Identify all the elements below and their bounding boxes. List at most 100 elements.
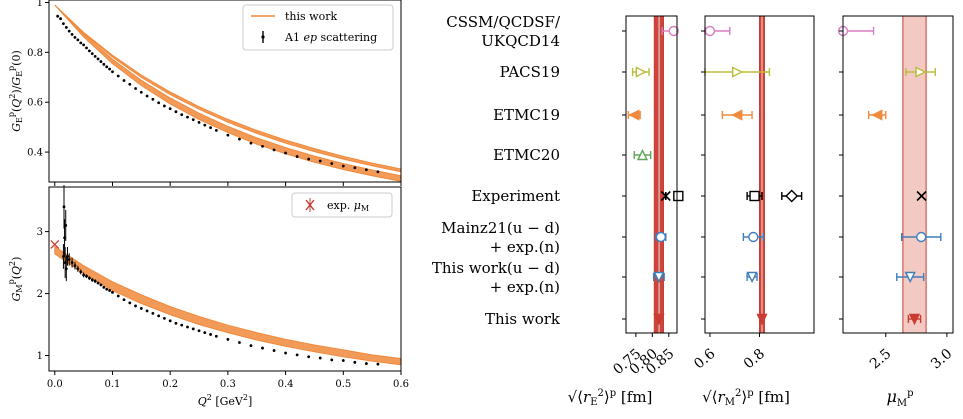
marker-tri-left	[871, 109, 883, 121]
bl-point	[307, 355, 311, 359]
tl-point	[226, 133, 230, 137]
bl-point	[249, 344, 253, 347]
tl-ticks: 0.4 0.6 0.8 1	[27, 0, 402, 186]
tl-point	[203, 123, 207, 127]
bl-point	[67, 258, 71, 261]
bl-point	[82, 273, 86, 277]
marker-circle-open	[704, 25, 716, 37]
tl-point	[59, 17, 62, 21]
marker-diamond-open	[785, 189, 799, 203]
bl-point	[163, 316, 166, 320]
bl-point	[99, 283, 103, 287]
bl-point	[128, 301, 132, 305]
bl-point	[174, 321, 178, 325]
marker-tri-right-open	[915, 66, 927, 78]
marker-x	[660, 190, 671, 202]
marker-tri-left	[731, 109, 743, 121]
bl-xtick-label: 0.3	[220, 379, 236, 390]
tl-point	[70, 33, 74, 36]
tl-point	[85, 46, 88, 50]
tl-point	[62, 22, 65, 26]
subpanel-magnetic-radius: 0.6 0.8	[691, 15, 815, 373]
tl-point	[108, 67, 111, 71]
bl-point	[62, 205, 66, 209]
marker-circle-open	[748, 231, 759, 243]
tl-ytick-label: 0.4	[27, 148, 43, 159]
tl-point	[174, 110, 178, 114]
band-inner-0	[658, 16, 660, 333]
category-label: ETMC19	[493, 106, 560, 124]
tl-point	[376, 170, 380, 174]
bl-point	[122, 298, 126, 302]
bl-point	[145, 309, 149, 313]
bl-point	[108, 289, 111, 292]
marker-square-open	[673, 190, 684, 202]
bl-point	[272, 349, 276, 352]
tl-point	[168, 107, 172, 111]
tl-point	[116, 74, 120, 78]
tl-point	[64, 26, 68, 29]
tl-point	[191, 118, 195, 122]
tl-point	[284, 151, 287, 155]
bl-point	[376, 362, 380, 366]
bl-point	[70, 261, 74, 264]
bl-point	[318, 356, 322, 360]
xtick-label: 0.8	[741, 346, 768, 373]
bl-exp-mu-marker	[50, 239, 60, 249]
tl-point	[102, 62, 106, 66]
tl-ytick-label: 1	[37, 0, 43, 9]
marker-circle-open	[668, 25, 679, 37]
bl-point	[102, 285, 106, 289]
marker-x	[916, 190, 927, 202]
tl-point	[99, 60, 103, 63]
marker-circle-open	[916, 231, 927, 243]
category-label: This work(u − d)	[432, 259, 560, 277]
tl-point	[79, 41, 83, 45]
marker-square-open	[749, 190, 760, 202]
bl-point	[186, 325, 189, 329]
tl-point	[318, 159, 322, 163]
tl-points	[56, 14, 380, 174]
bl-xlabel: Q2 [GeV2]	[198, 393, 253, 408]
tl-point	[197, 121, 201, 124]
bl-point	[85, 274, 88, 278]
tl-point	[67, 29, 71, 33]
panel-form-factor-electric: 0.4 0.6 0.8 1 GEp(Q2)/GEp(0) this work A1 e…	[7, 0, 402, 186]
bl-point	[353, 360, 357, 364]
bl-ticks: 1 2 3 0.0 0.1 0.2 0.3 0.4 0.5 0.6	[37, 227, 409, 390]
bl-point	[105, 287, 109, 291]
bl-ytick-label: 2	[37, 289, 43, 300]
bl-legend-marker	[305, 198, 315, 212]
tl-point	[186, 115, 189, 119]
tl-point	[139, 90, 143, 94]
marker-tri-down-open	[653, 271, 665, 284]
panel-form-factor-magnetic: 1 2 3 0.0 0.1 0.2 0.3 0.4 0.5 0.6 GMp(Q2) Q2 [GeV…	[7, 185, 409, 408]
bl-point	[73, 264, 77, 268]
band-2	[902, 15, 927, 334]
xtick-label: 0.6	[691, 346, 718, 373]
bl-point	[214, 334, 218, 338]
tl-point	[364, 168, 368, 172]
bl-point	[79, 270, 83, 274]
tl-legend-box	[242, 4, 394, 51]
frame-0	[625, 15, 678, 334]
marker-tri-down	[908, 313, 921, 326]
bl-frame	[48, 186, 402, 372]
bl-ytick-label: 3	[37, 227, 43, 238]
category-label: UKQCD14	[481, 32, 560, 50]
tl-ytick-label: 0.8	[27, 48, 43, 59]
band-inner-1	[761, 16, 763, 333]
bl-point	[284, 351, 287, 355]
category-labels: CSSM/QCDSF/UKQCD14 PACS19 ETMC19 ETMC20 Expe…	[432, 13, 561, 328]
tl-point	[93, 54, 97, 58]
bl-ytick-label: 1	[37, 351, 43, 362]
bl-ylabel: GMp(Q2)	[7, 257, 24, 302]
marker-tri-down-open	[746, 271, 758, 284]
tl-point	[341, 164, 345, 168]
bl-point	[116, 294, 120, 298]
bl-legend-box	[291, 192, 393, 218]
marker-circle-open	[655, 231, 667, 243]
frame-2	[842, 15, 954, 334]
xlabel-magnetic-moment: μMp	[886, 387, 913, 409]
tl-point	[214, 128, 218, 132]
